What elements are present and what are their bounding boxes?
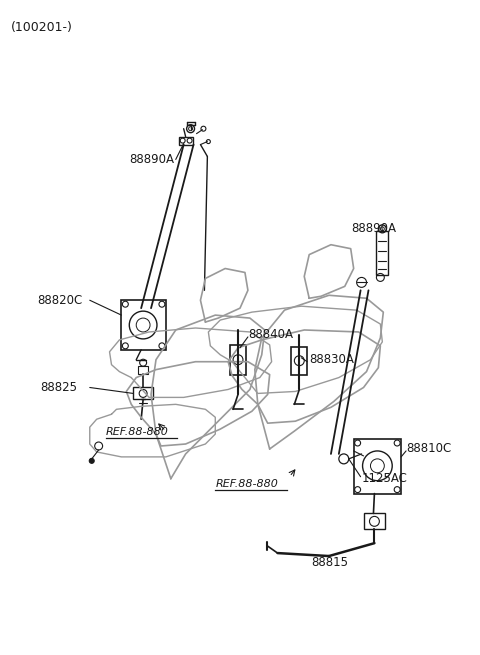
Text: 88890A: 88890A <box>129 153 174 166</box>
Text: 88820C: 88820C <box>37 293 83 307</box>
Bar <box>138 365 148 373</box>
Bar <box>363 514 385 529</box>
Text: (100201-): (100201-) <box>11 20 72 33</box>
Text: REF.88-880: REF.88-880 <box>216 479 278 489</box>
Text: 1125AC: 1125AC <box>361 472 408 485</box>
Bar <box>291 347 307 375</box>
Text: 88840A: 88840A <box>248 328 293 341</box>
Text: 88815: 88815 <box>311 557 348 569</box>
Bar <box>121 300 166 350</box>
Bar <box>179 137 192 145</box>
Bar <box>133 388 153 400</box>
Bar <box>354 439 401 494</box>
Bar <box>230 345 246 375</box>
Circle shape <box>89 458 94 463</box>
Text: 88825: 88825 <box>40 381 77 394</box>
Text: REF.88-880: REF.88-880 <box>106 427 168 437</box>
Text: 88890A: 88890A <box>352 222 396 235</box>
Text: 88830A: 88830A <box>309 353 354 366</box>
Text: 88810C: 88810C <box>406 443 451 455</box>
Bar <box>376 231 388 276</box>
